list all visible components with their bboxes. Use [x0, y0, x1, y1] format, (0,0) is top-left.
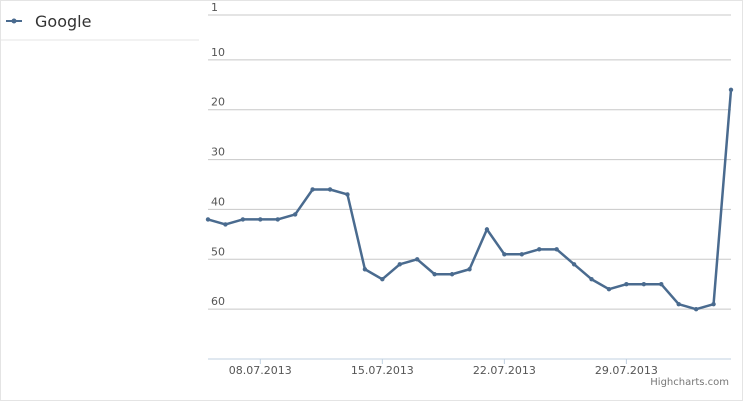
point	[345, 192, 350, 197]
point	[240, 217, 246, 222]
point	[728, 87, 734, 92]
legend-marker	[11, 18, 17, 24]
point	[275, 217, 280, 222]
point	[693, 306, 699, 312]
x-tick-label: 22.07.2013	[473, 364, 536, 377]
point	[397, 262, 402, 267]
credit[interactable]: Highcharts.com	[650, 377, 729, 388]
y-tick-label: 40	[211, 195, 225, 208]
x-tick-label: 08.07.2013	[229, 364, 292, 377]
y-tick-label: 10	[211, 46, 225, 59]
point	[659, 282, 664, 287]
y-tick-label: 1	[211, 1, 218, 14]
point	[362, 267, 368, 272]
point	[205, 217, 211, 222]
point	[258, 217, 263, 222]
point	[519, 252, 524, 257]
point	[624, 282, 629, 287]
x-tick-label: 29.07.2013	[595, 364, 658, 377]
y-tick-label: 60	[211, 295, 225, 308]
x-tick-label: 15.07.2013	[351, 364, 414, 377]
point	[449, 272, 455, 277]
point	[711, 301, 716, 307]
point	[432, 272, 437, 277]
legend[interactable]: Google	[6, 12, 91, 31]
point	[467, 267, 472, 272]
point	[223, 222, 228, 227]
point	[292, 212, 298, 217]
point	[606, 287, 612, 292]
y-tick-label: 20	[211, 96, 225, 109]
legend-label: Google	[35, 12, 91, 31]
point	[327, 187, 333, 192]
point	[310, 187, 315, 192]
point	[571, 262, 577, 267]
point	[554, 247, 559, 252]
point	[589, 277, 594, 282]
point	[502, 252, 507, 257]
point	[380, 277, 385, 282]
point	[484, 227, 490, 232]
y-tick-label: 30	[211, 146, 225, 159]
series-line	[207, 89, 733, 311]
y-tick-label: 50	[211, 245, 225, 258]
point	[415, 257, 420, 262]
point	[537, 247, 542, 252]
point	[641, 282, 647, 287]
point	[676, 301, 681, 307]
